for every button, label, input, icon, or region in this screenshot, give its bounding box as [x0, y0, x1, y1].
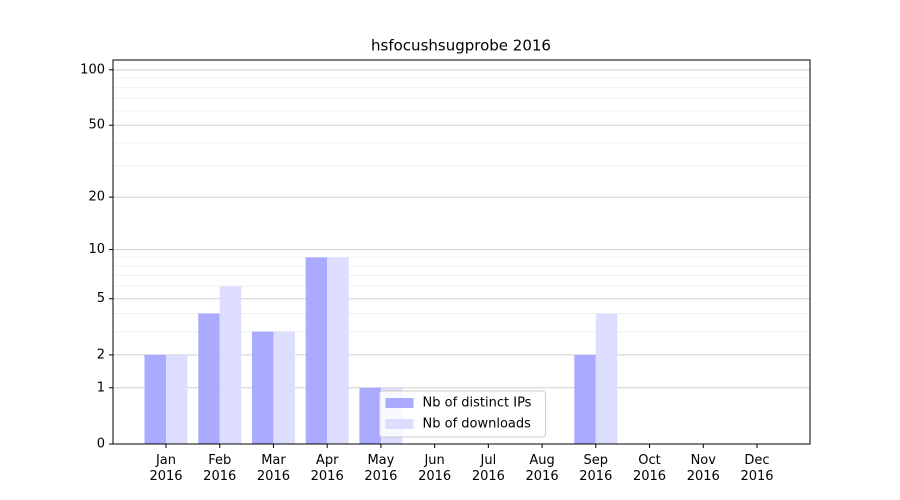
- bar: [198, 313, 220, 444]
- x-tick-label: Dec 2016: [740, 453, 774, 484]
- x-tick-label: Jun 2016: [418, 453, 452, 484]
- bar: [251, 331, 274, 444]
- x-tick-label: Oct 2016: [632, 453, 667, 484]
- x-tick-label: Sep 2016: [579, 453, 613, 484]
- legend-label: Nb of downloads: [423, 417, 532, 432]
- bar: [574, 354, 596, 444]
- y-tick-label: 5: [97, 291, 105, 306]
- x-tick-label: Jul 2016: [471, 453, 505, 484]
- y-tick-label: 2: [97, 347, 105, 362]
- legend-label: Nb of distinct IPs: [423, 396, 532, 411]
- y-tick-label: 1: [97, 380, 105, 395]
- y-tick-label: 0: [97, 437, 105, 452]
- x-tick-label: Nov 2016: [686, 453, 720, 484]
- y-tick-label: 100: [80, 62, 105, 77]
- chart-title: hsfocushsugprobe 2016: [371, 37, 551, 55]
- y-tick-label: 20: [88, 190, 105, 205]
- legend-box: [379, 390, 546, 438]
- axes: 0 1 2 5 10 20 50 100: [80, 59, 811, 452]
- bar: [273, 331, 295, 444]
- x-tick-label: Mar 2016: [256, 453, 290, 484]
- x-tick-label: May 2016: [364, 453, 398, 484]
- x-tick-label: Jan 2016: [149, 453, 183, 484]
- legend: Nb of distinct IPs Nb of downloads: [379, 390, 546, 438]
- y-tick-label: 50: [88, 118, 105, 133]
- bar: [327, 257, 349, 444]
- bar: [144, 354, 166, 444]
- legend-swatch: [385, 398, 414, 408]
- y-tick-label: 10: [88, 242, 105, 257]
- plot-frame: [112, 59, 811, 445]
- bar: [305, 257, 328, 444]
- bar: [219, 286, 242, 444]
- x-tick-label: Apr 2016: [310, 453, 344, 484]
- legend-swatch: [385, 419, 414, 429]
- bar: [166, 354, 188, 444]
- x-tick-label: Aug 2016: [525, 453, 559, 484]
- x-tick-label: Feb 2016: [203, 453, 237, 484]
- bar: [359, 387, 381, 444]
- bar: [595, 313, 618, 444]
